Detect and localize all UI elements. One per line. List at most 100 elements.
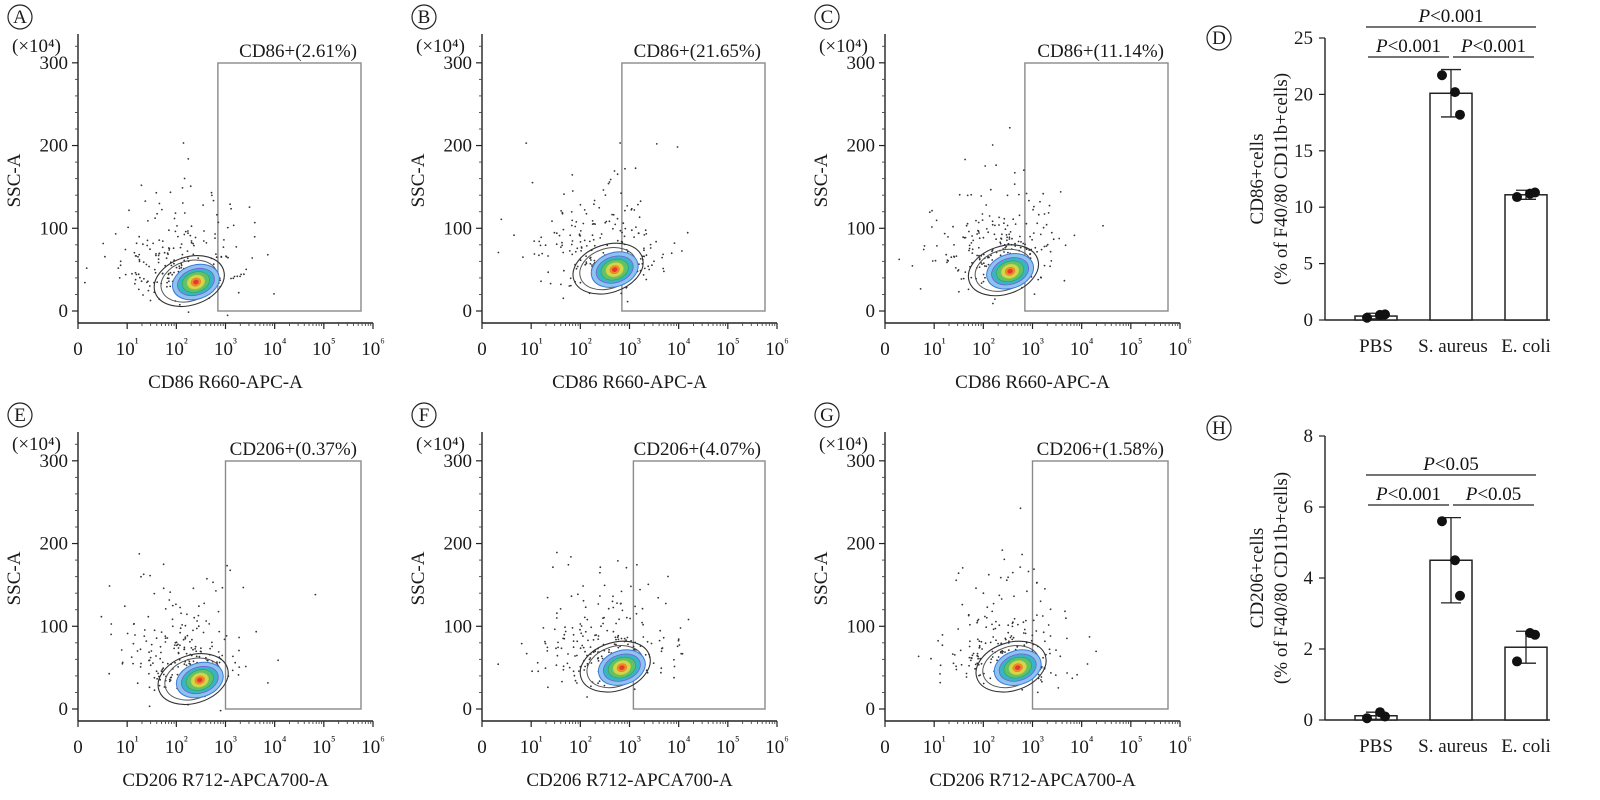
gate-rectangle [1024,62,1169,312]
event-dot [255,630,258,633]
y-tick-label: 100 [847,218,876,239]
x-tick-label: 10² [972,733,995,758]
event-dot [166,285,168,288]
event-dot [216,661,218,663]
event-dot [195,655,198,658]
event-dot [955,665,957,668]
panel-letter-circle [1206,415,1232,441]
event-dot [985,616,988,619]
event-dot [679,627,682,629]
event-dot [946,259,949,261]
y-tick-label: 15 [1294,141,1313,162]
gate-label: CD86+(21.65%) [634,41,761,62]
x-tick-label: 10⁶ [361,733,385,758]
event-dot [572,646,575,649]
event-dot [1008,238,1011,240]
event-dot [978,266,981,268]
event-dot [161,661,164,664]
event-dot [620,292,623,295]
y-tick-label: 200 [847,534,876,555]
event-dot [977,655,979,658]
event-dot [971,261,973,264]
event-dot [212,199,215,202]
event-dot [148,651,151,654]
event-dot [574,679,577,682]
event-dot [931,260,934,262]
y-tick-label: 200 [40,136,69,157]
event-dot [143,635,146,637]
event-dot [1001,233,1003,236]
event-dot [582,585,584,587]
event-dot [143,277,145,280]
event-dot [588,240,591,243]
event-dot [178,267,181,270]
event-dot [620,590,623,593]
event-dot [616,217,619,220]
event-dot [981,219,984,222]
event-dot [645,233,648,235]
data-point [1437,516,1447,527]
event-dot [664,602,667,605]
event-dot [620,602,622,605]
event-dot [161,240,164,243]
event-dot [931,209,933,212]
event-dot [1048,648,1051,651]
x-tick-label: 10⁵ [716,335,740,360]
event-dot [121,662,124,665]
event-dot [185,664,188,667]
event-dot [995,238,997,241]
y-tick-label: 10 [1294,197,1313,218]
event-dot [643,247,645,250]
event-dot [131,272,133,275]
y-tick-label: 8 [1304,426,1314,447]
event-dot [568,285,571,287]
event-dot [251,257,254,259]
event-dot [234,661,237,664]
event-dot [579,241,582,243]
gate-label: CD206+(0.37%) [230,439,357,460]
event-dot [1023,628,1026,631]
event-dot [155,655,157,657]
event-dot [174,661,176,664]
event-dot [203,230,205,232]
event-dot [211,194,213,197]
event-dot [1042,656,1044,659]
event-dot [143,629,146,631]
event-dot [186,257,189,260]
p-value-label: P<0.05 [1422,454,1479,475]
event-dot [599,237,602,239]
event-dot [941,634,944,636]
event-dot [1006,236,1008,239]
event-dot [1003,222,1005,225]
event-dot [1042,192,1045,195]
event-dot [1022,242,1025,245]
event-dot [167,272,170,275]
event-dot [142,573,145,576]
event-dot [216,213,218,216]
event-dot [637,232,640,235]
event-dot [567,653,569,655]
event-dot [566,662,569,665]
event-dot [134,282,136,285]
event-dot [995,639,997,642]
event-dot [1032,619,1035,622]
event-dot [634,167,637,170]
event-dot [616,636,619,639]
event-dot [1039,600,1042,603]
y-tick-label: 200 [847,136,876,157]
event-dot [1066,637,1068,640]
gate-rectangle [217,62,362,312]
x-tick-label: 10² [569,733,592,758]
event-dot [633,236,635,239]
event-dot [663,270,665,273]
event-dot [1007,251,1009,254]
event-dot [124,248,127,251]
event-dot [630,229,633,232]
event-dot [569,284,572,287]
event-dot [225,635,228,637]
event-dot [1007,631,1010,634]
event-dot [597,682,599,685]
event-dot [223,239,225,241]
event-dot [1004,247,1006,249]
event-dot [998,216,1000,219]
